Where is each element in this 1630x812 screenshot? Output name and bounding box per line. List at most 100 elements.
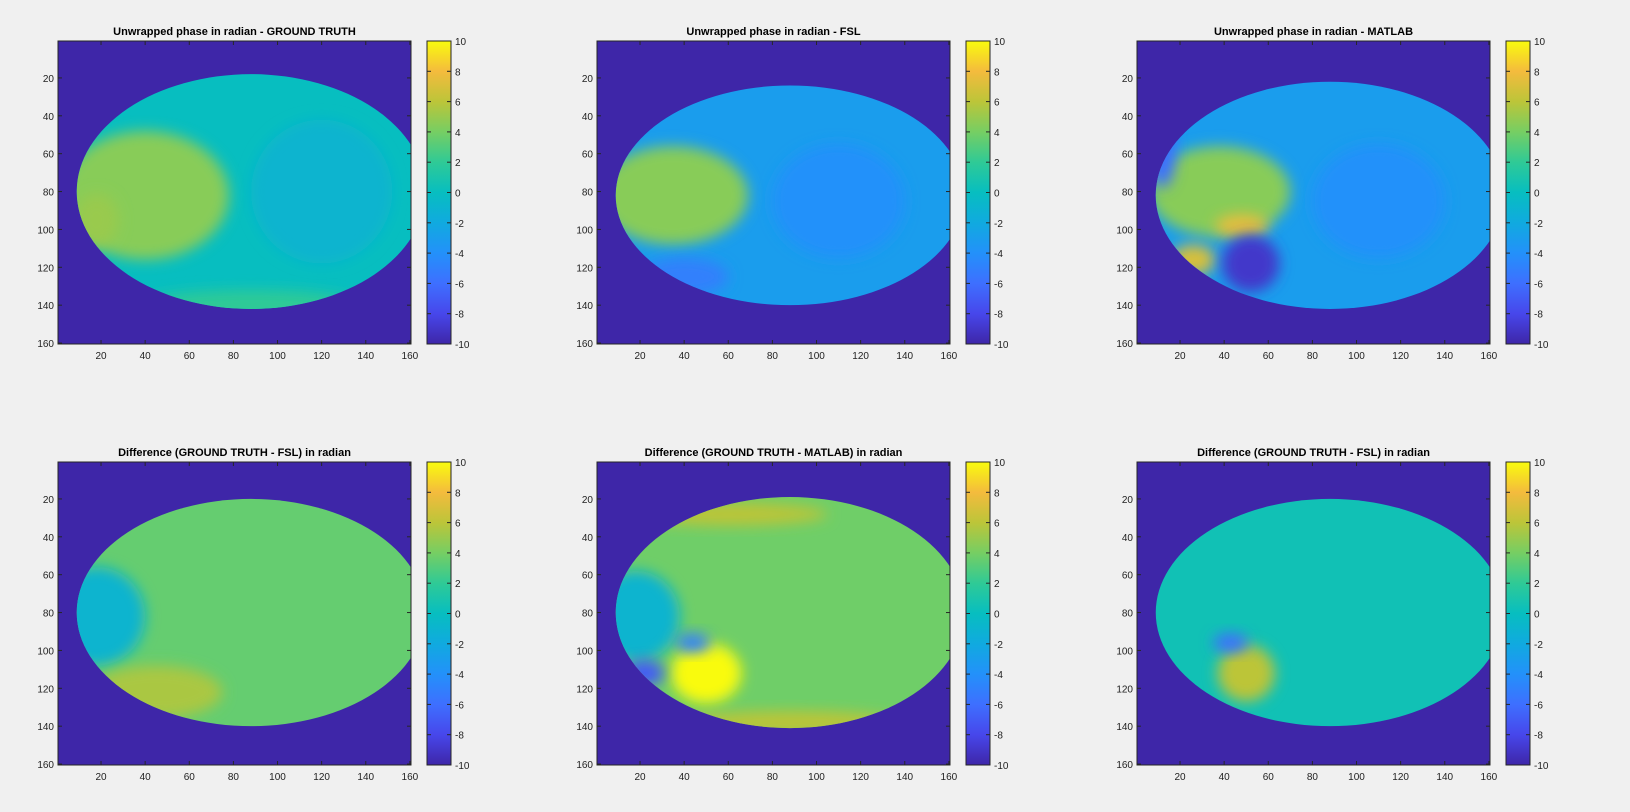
colorbar-tick-label: -4: [1534, 249, 1543, 260]
x-tick-label: 80: [1307, 772, 1319, 783]
x-tick-label: 80: [228, 351, 240, 362]
brain-region: [1155, 81, 1490, 309]
y-tick-label: 20: [43, 74, 55, 85]
axes-frame: [57, 40, 412, 345]
colorbar-tick-label: 2: [1534, 158, 1540, 169]
x-tick-label: 20: [95, 772, 107, 783]
x-tick-label: 100: [1348, 772, 1365, 783]
y-tick-label: 100: [1116, 225, 1133, 236]
x-tick-label: 120: [1392, 772, 1409, 783]
phase-region-1: [1217, 644, 1275, 702]
y-tick-label: 60: [582, 150, 594, 161]
y-tick-label: 140: [1116, 722, 1133, 733]
colorbar-tick-label: -10: [994, 761, 1009, 772]
y-tick-label: 140: [37, 301, 54, 312]
subplot-title: Difference (GROUND TRUTH - FSL) in radia…: [1197, 447, 1430, 459]
colorbar-tick-label: -10: [994, 340, 1009, 351]
colorbar-tick-label: -6: [455, 279, 464, 290]
x-tick-label: 40: [679, 772, 691, 783]
y-tick-label: 100: [1116, 646, 1133, 657]
colorbar-tick-label: 6: [1534, 519, 1540, 530]
y-tick-label: 20: [582, 74, 594, 85]
y-tick-label: 80: [1122, 188, 1134, 199]
y-tick-label: 80: [582, 188, 594, 199]
phase-region-5: [679, 711, 901, 729]
colorbar-tick-label: 2: [1534, 579, 1540, 590]
y-tick-label: 80: [582, 609, 594, 620]
colorbar-tick-label: -8: [455, 310, 464, 321]
x-tick-label: 160: [941, 351, 958, 362]
colorbar-tick-label: 6: [994, 98, 1000, 109]
y-tick-label: 100: [37, 225, 54, 236]
y-tick-label: 80: [43, 609, 55, 620]
axes-frame: [1136, 40, 1491, 345]
phase-region-1: [1155, 146, 1291, 238]
phase-region-1: [76, 567, 146, 666]
y-tick-label: 40: [582, 112, 594, 123]
y-tick-label: 60: [1122, 571, 1134, 582]
phase-region-2: [1312, 144, 1445, 258]
x-tick-label: 120: [1392, 351, 1409, 362]
colorbar-tick-label: 8: [994, 488, 1000, 499]
colorbar-tick-label: 2: [455, 158, 461, 169]
x-tick-label: 160: [1481, 772, 1498, 783]
y-tick-label: 160: [37, 339, 54, 350]
x-tick-label: 140: [357, 772, 374, 783]
brain-region: [615, 85, 950, 306]
y-tick-label: 100: [576, 225, 593, 236]
x-tick-label: 40: [140, 772, 152, 783]
y-tick-label: 140: [576, 301, 593, 312]
colorbar-tick-label: 4: [994, 549, 1000, 560]
x-tick-label: 20: [95, 351, 107, 362]
colorbar-tick-label: -2: [455, 219, 464, 230]
y-tick-label: 60: [43, 571, 55, 582]
y-tick-label: 160: [37, 760, 54, 771]
colorbar-tick-label: 6: [1534, 98, 1540, 109]
phase-region-3: [675, 633, 711, 653]
brain-region: [76, 74, 411, 309]
colorbar-tick-label: 10: [1534, 458, 1546, 469]
subplot-title: Unwrapped phase in radian - GROUND TRUTH: [113, 26, 356, 38]
colorbar-tick-label: -4: [994, 670, 1003, 681]
colorbar-tick-label: 4: [455, 549, 461, 560]
x-tick-label: 140: [896, 351, 913, 362]
x-tick-label: 100: [269, 772, 286, 783]
colorbar-tick-label: 10: [994, 458, 1006, 469]
y-tick-label: 120: [576, 263, 593, 274]
y-tick-label: 120: [1116, 263, 1133, 274]
x-tick-label: 60: [1263, 772, 1275, 783]
y-tick-label: 60: [1122, 150, 1134, 161]
y-tick-label: 160: [1116, 339, 1133, 350]
phase-region-3: [1215, 214, 1269, 238]
subplot-title: Difference (GROUND TRUTH - MATLAB) in ra…: [645, 447, 903, 459]
colorbar-tick-label: 8: [455, 488, 461, 499]
x-tick-label: 80: [767, 351, 779, 362]
x-tick-label: 160: [941, 772, 958, 783]
y-tick-label: 40: [1122, 112, 1134, 123]
y-tick-label: 20: [1122, 495, 1134, 506]
x-tick-label: 140: [1436, 351, 1453, 362]
axes-frame: [57, 461, 412, 766]
phase-region-1: [615, 570, 680, 662]
colorbar-tick-label: -8: [1534, 731, 1543, 742]
y-tick-label: 100: [37, 646, 54, 657]
colorbar-tick-label: -2: [1534, 219, 1543, 230]
colorbar-tick-label: 4: [1534, 128, 1540, 139]
phase-region-5: [1221, 235, 1280, 292]
x-tick-label: 20: [634, 772, 646, 783]
x-tick-label: 40: [1219, 772, 1231, 783]
x-tick-label: 60: [184, 772, 196, 783]
x-tick-label: 40: [140, 351, 152, 362]
colorbar-tick-label: 6: [455, 519, 461, 530]
x-tick-label: 140: [357, 351, 374, 362]
subplot-4: Difference (GROUND TRUTH - FSL) in radia…: [37, 447, 470, 783]
x-tick-label: 100: [1348, 351, 1365, 362]
colorbar-tick-label: 2: [994, 158, 1000, 169]
colorbar-tick-label: -6: [994, 700, 1003, 711]
colorbar-tick-label: -10: [455, 340, 470, 351]
y-tick-label: 120: [37, 263, 54, 274]
colorbar-tick-label: 10: [455, 37, 467, 48]
colorbar-tick-label: -10: [1534, 340, 1549, 351]
